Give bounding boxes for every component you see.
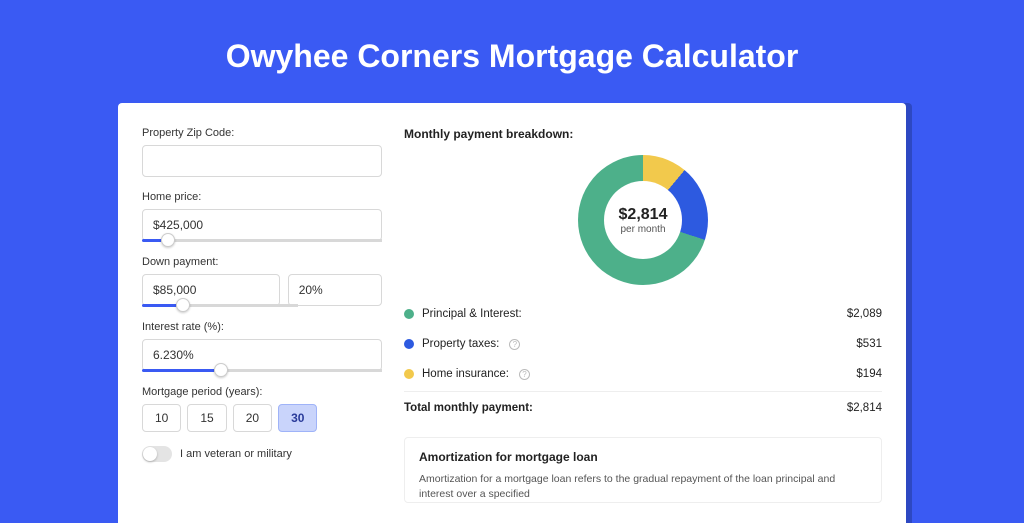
form-column: Property Zip Code: Home price: Down paym… [142,127,382,523]
veteran-toggle[interactable] [142,446,172,462]
period-option-30[interactable]: 30 [278,404,317,432]
legend: Principal & Interest: $2,089 Property taxe… [404,299,882,389]
legend-row: Principal & Interest: $2,089 [404,299,882,329]
down-payment-slider-thumb[interactable] [176,298,190,312]
interest-rate-slider-thumb[interactable] [214,363,228,377]
legend-row: Home insurance:? $194 [404,359,882,389]
info-icon[interactable]: ? [509,339,520,350]
period-option-15[interactable]: 15 [187,404,226,432]
veteran-toggle-knob [143,447,157,461]
legend-value: $2,089 [847,308,882,320]
total-row: Total monthly payment: $2,814 [404,391,882,423]
legend-value: $531 [856,338,882,350]
period-label: Mortgage period (years): [142,386,382,398]
info-icon[interactable]: ? [519,369,530,380]
down-payment-slider[interactable] [142,304,298,307]
period-option-10[interactable]: 10 [142,404,181,432]
interest-rate-input[interactable] [142,339,382,371]
legend-label: Home insurance: [422,368,509,380]
interest-rate-field: Interest rate (%): [142,321,382,372]
donut-chart: $2,814 per month [404,151,882,299]
amortization-text: Amortization for a mortgage loan refers … [419,472,867,502]
page-title: Owyhee Corners Mortgage Calculator [0,0,1024,103]
donut-amount: $2,814 [619,206,668,224]
veteran-label: I am veteran or military [180,448,292,460]
period-option-20[interactable]: 20 [233,404,272,432]
zip-label: Property Zip Code: [142,127,382,139]
legend-value: $194 [856,368,882,380]
veteran-field: I am veteran or military [142,446,382,462]
legend-row: Property taxes:? $531 [404,329,882,359]
home-price-field: Home price: [142,191,382,242]
period-options: 10152030 [142,404,382,432]
down-payment-percent-input[interactable] [288,274,382,306]
legend-dot [404,309,414,319]
interest-rate-slider[interactable] [142,369,382,372]
interest-rate-label: Interest rate (%): [142,321,382,333]
down-payment-label: Down payment: [142,256,382,268]
legend-dot [404,339,414,349]
donut-sub: per month [620,224,665,235]
legend-label: Principal & Interest: [422,308,522,320]
down-payment-amount-input[interactable] [142,274,280,306]
legend-dot [404,369,414,379]
period-field: Mortgage period (years): 10152030 [142,386,382,432]
zip-field: Property Zip Code: [142,127,382,177]
amortization-title: Amortization for mortgage loan [419,450,867,464]
down-payment-field: Down payment: [142,256,382,307]
breakdown-column: Monthly payment breakdown: $2,814 per mo… [404,127,882,523]
total-label: Total monthly payment: [404,402,533,414]
zip-input[interactable] [142,145,382,177]
home-price-slider-thumb[interactable] [161,233,175,247]
donut-center: $2,814 per month [604,181,682,259]
breakdown-title: Monthly payment breakdown: [404,127,882,141]
legend-label: Property taxes: [422,338,499,350]
total-value: $2,814 [847,402,882,414]
home-price-slider[interactable] [142,239,382,242]
amortization-box: Amortization for mortgage loan Amortizat… [404,437,882,503]
home-price-label: Home price: [142,191,382,203]
home-price-input[interactable] [142,209,382,241]
calculator-card: Property Zip Code: Home price: Down paym… [118,103,906,523]
